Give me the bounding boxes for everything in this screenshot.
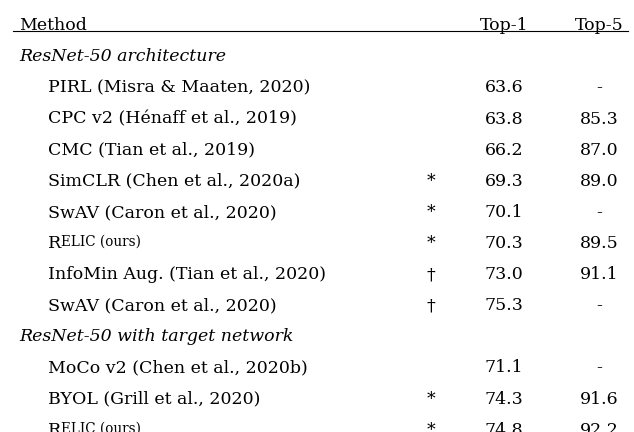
Text: †: † <box>427 266 436 283</box>
Text: 63.8: 63.8 <box>485 111 523 127</box>
Text: Top-1: Top-1 <box>480 17 528 34</box>
Text: 87.0: 87.0 <box>580 142 618 159</box>
Text: 70.1: 70.1 <box>485 204 523 221</box>
Text: ResNet-50 with target network: ResNet-50 with target network <box>19 328 294 345</box>
Text: 69.3: 69.3 <box>484 173 524 190</box>
Text: 74.3: 74.3 <box>484 391 524 407</box>
Text: R: R <box>48 235 61 252</box>
Text: *: * <box>427 235 436 252</box>
Text: 91.6: 91.6 <box>580 391 618 407</box>
Text: *: * <box>427 391 436 407</box>
Text: *: * <box>427 422 436 432</box>
Text: 89.0: 89.0 <box>580 173 618 190</box>
Text: †: † <box>427 297 436 314</box>
Text: 70.3: 70.3 <box>484 235 524 252</box>
Text: 73.0: 73.0 <box>484 266 524 283</box>
Text: ELIC (ours): ELIC (ours) <box>61 235 141 249</box>
Text: MoCo v2 (Chen et al., 2020b): MoCo v2 (Chen et al., 2020b) <box>48 359 307 376</box>
Text: 74.8: 74.8 <box>485 422 523 432</box>
Text: R: R <box>48 422 61 432</box>
Text: SwAV (Caron et al., 2020): SwAV (Caron et al., 2020) <box>48 204 276 221</box>
Text: CMC (Tian et al., 2019): CMC (Tian et al., 2019) <box>48 142 254 159</box>
Text: SimCLR (Chen et al., 2020a): SimCLR (Chen et al., 2020a) <box>48 173 300 190</box>
Text: 75.3: 75.3 <box>484 297 524 314</box>
Text: 92.2: 92.2 <box>579 422 619 432</box>
Text: Method: Method <box>19 17 87 34</box>
Text: SwAV (Caron et al., 2020): SwAV (Caron et al., 2020) <box>48 297 276 314</box>
Text: -: - <box>596 204 602 221</box>
Text: ResNet-50 architecture: ResNet-50 architecture <box>19 48 226 65</box>
Text: -: - <box>596 359 602 376</box>
Text: 85.3: 85.3 <box>579 111 619 127</box>
Text: 89.5: 89.5 <box>579 235 619 252</box>
Text: *: * <box>427 204 436 221</box>
Text: Top-5: Top-5 <box>575 17 623 34</box>
Text: 91.1: 91.1 <box>580 266 618 283</box>
Text: BYOL (Grill et al., 2020): BYOL (Grill et al., 2020) <box>48 391 260 407</box>
Text: PIRL (Misra & Maaten, 2020): PIRL (Misra & Maaten, 2020) <box>48 79 310 96</box>
Text: 71.1: 71.1 <box>485 359 523 376</box>
Text: CPC v2 (Hénaff et al., 2019): CPC v2 (Hénaff et al., 2019) <box>48 111 297 127</box>
Text: -: - <box>596 79 602 96</box>
Text: *: * <box>427 173 436 190</box>
Text: 66.2: 66.2 <box>485 142 523 159</box>
Text: InfoMin Aug. (Tian et al., 2020): InfoMin Aug. (Tian et al., 2020) <box>48 266 325 283</box>
Text: ELIC (ours): ELIC (ours) <box>61 422 141 432</box>
Text: 63.6: 63.6 <box>485 79 523 96</box>
Text: -: - <box>596 297 602 314</box>
